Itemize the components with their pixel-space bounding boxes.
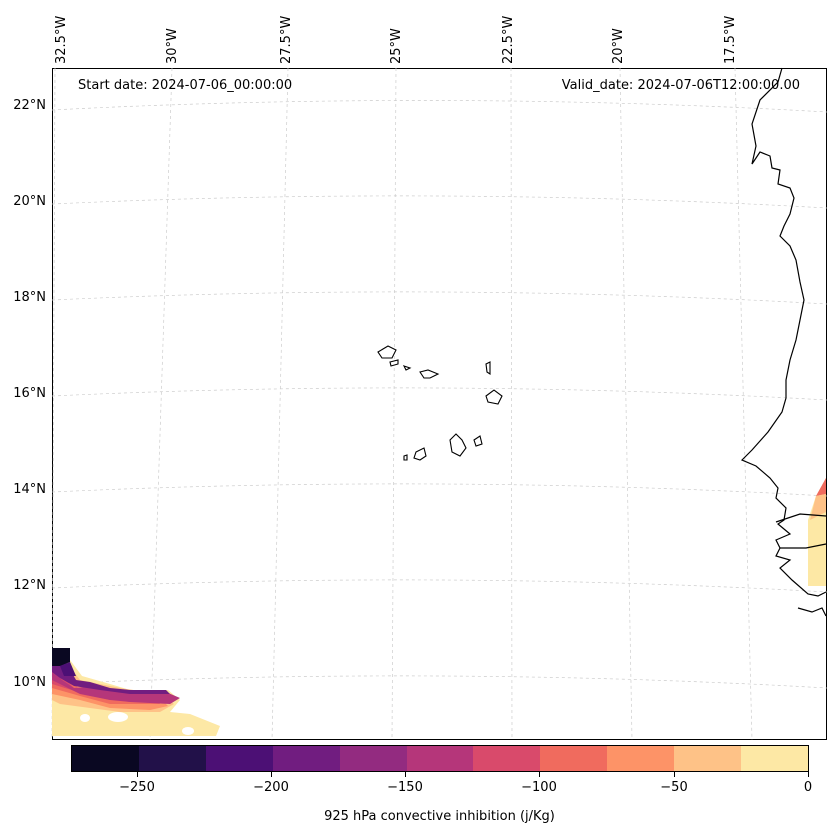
colorbar-label: 925 hPa convective inhibition (j/Kg) [324, 809, 555, 824]
colorbar-tick-label: 0 [803, 780, 813, 795]
lat-label: 22°N [13, 98, 46, 113]
lon-label: 25°W [389, 28, 404, 64]
colorbar-segment [540, 746, 608, 771]
lat-label: 10°N [13, 675, 46, 690]
colorbar-segment [607, 746, 675, 771]
colorbar-tick-label: −100 [521, 780, 557, 795]
colorbar-segment [741, 746, 808, 771]
colorbar-segment [138, 746, 206, 771]
colorbar-tick [137, 772, 138, 777]
colorbar-segment [406, 746, 474, 771]
lon-label: 30°W [165, 28, 180, 64]
gridlines [51, 67, 828, 741]
colorbar-tick-label: −50 [660, 780, 688, 795]
colorbar-segment [339, 746, 407, 771]
cin-contours-east [808, 478, 826, 586]
lon-label: 27.5°W [279, 15, 294, 64]
cape-verde-islands [377, 345, 503, 461]
colorbar [71, 745, 809, 772]
lat-label: 20°N [13, 194, 46, 209]
colorbar-segment [72, 746, 139, 771]
colorbar-tick [539, 772, 540, 777]
valid-date: Valid_date: 2024-07-06T12:00:00.00 [561, 78, 800, 93]
colorbar-segment [272, 746, 340, 771]
lat-label: 18°N [13, 290, 46, 305]
colorbar-tick-label: −250 [119, 780, 155, 795]
colorbar-tick-label: −200 [253, 780, 289, 795]
lon-label: 20°W [611, 28, 626, 64]
map-frame [52, 68, 827, 740]
colorbar-tick [271, 772, 272, 777]
cin-contours-southwest [52, 648, 220, 736]
colorbar-tick [808, 772, 809, 777]
colorbar-segment [473, 746, 541, 771]
colorbar-tick [405, 772, 406, 777]
lon-label: 32.5°W [54, 15, 69, 64]
colorbar-tick [674, 772, 675, 777]
lat-label: 16°N [13, 386, 46, 401]
lon-label: 22.5°W [501, 15, 516, 64]
lat-label: 14°N [13, 482, 46, 497]
colorbar-tick-label: −150 [387, 780, 423, 795]
lon-label: 17.5°W [723, 15, 738, 64]
colorbar-segment [205, 746, 273, 771]
colorbar-segment [674, 746, 742, 771]
coastline [740, 67, 827, 617]
lat-label: 12°N [13, 578, 46, 593]
start-date: Start date: 2024-07-06_00:00:00 [78, 78, 293, 93]
